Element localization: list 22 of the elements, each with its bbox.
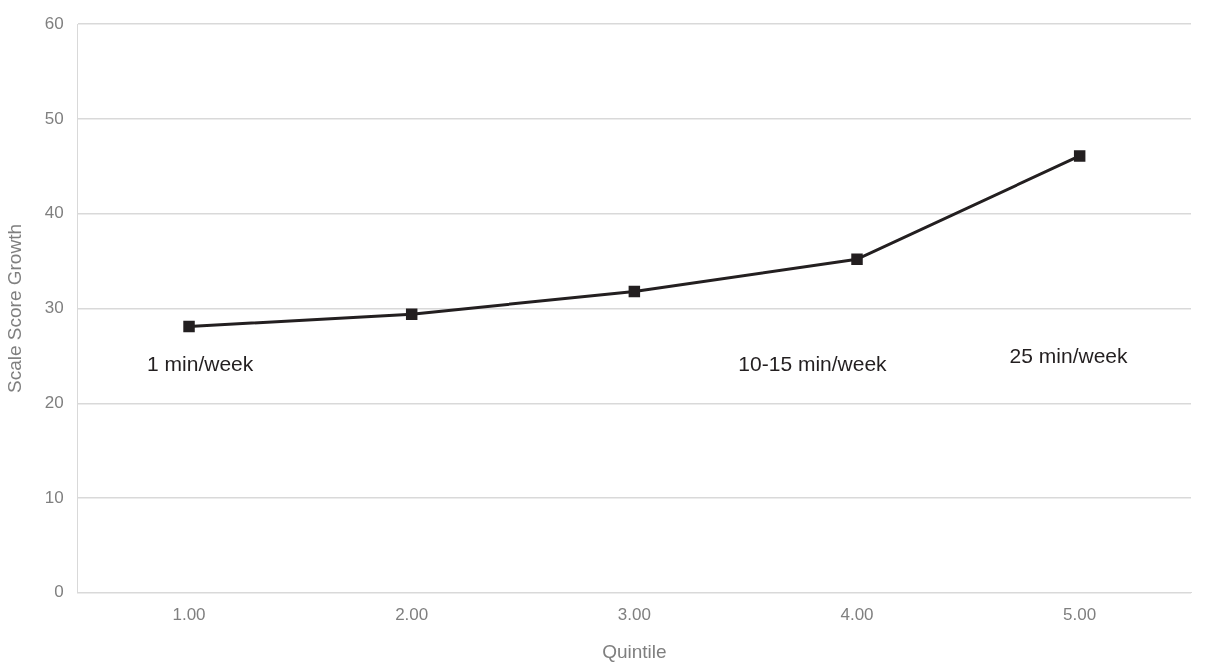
y-tick-label: 20 xyxy=(44,392,64,412)
y-tick-label: 50 xyxy=(44,108,64,128)
x-tick-label: 5.00 xyxy=(1063,604,1097,624)
point xyxy=(1073,150,1086,162)
y-tick-label: 30 xyxy=(44,298,64,318)
point xyxy=(628,285,641,298)
x-tick-label: 4.00 xyxy=(840,604,874,624)
point xyxy=(183,320,195,333)
x-tick-label: 2.00 xyxy=(395,604,429,624)
x-tick-label: 3.00 xyxy=(617,604,651,624)
x-axis-title: Quintile xyxy=(602,640,667,662)
annotation: 1 min/week xyxy=(147,352,254,376)
x-tick-label: 1.00 xyxy=(172,604,206,624)
y-axis-title: Scale Score Growth xyxy=(3,224,25,393)
annotation: 10-15 min/week xyxy=(738,352,888,376)
annotation: 25 min/week xyxy=(1009,343,1128,367)
y-tick-label: 10 xyxy=(44,487,64,507)
point xyxy=(405,308,418,320)
y-tick-label: 60 xyxy=(44,13,64,33)
y-tick-label: 40 xyxy=(44,203,64,223)
point xyxy=(851,253,863,265)
y-tick-label: 0 xyxy=(54,582,64,602)
